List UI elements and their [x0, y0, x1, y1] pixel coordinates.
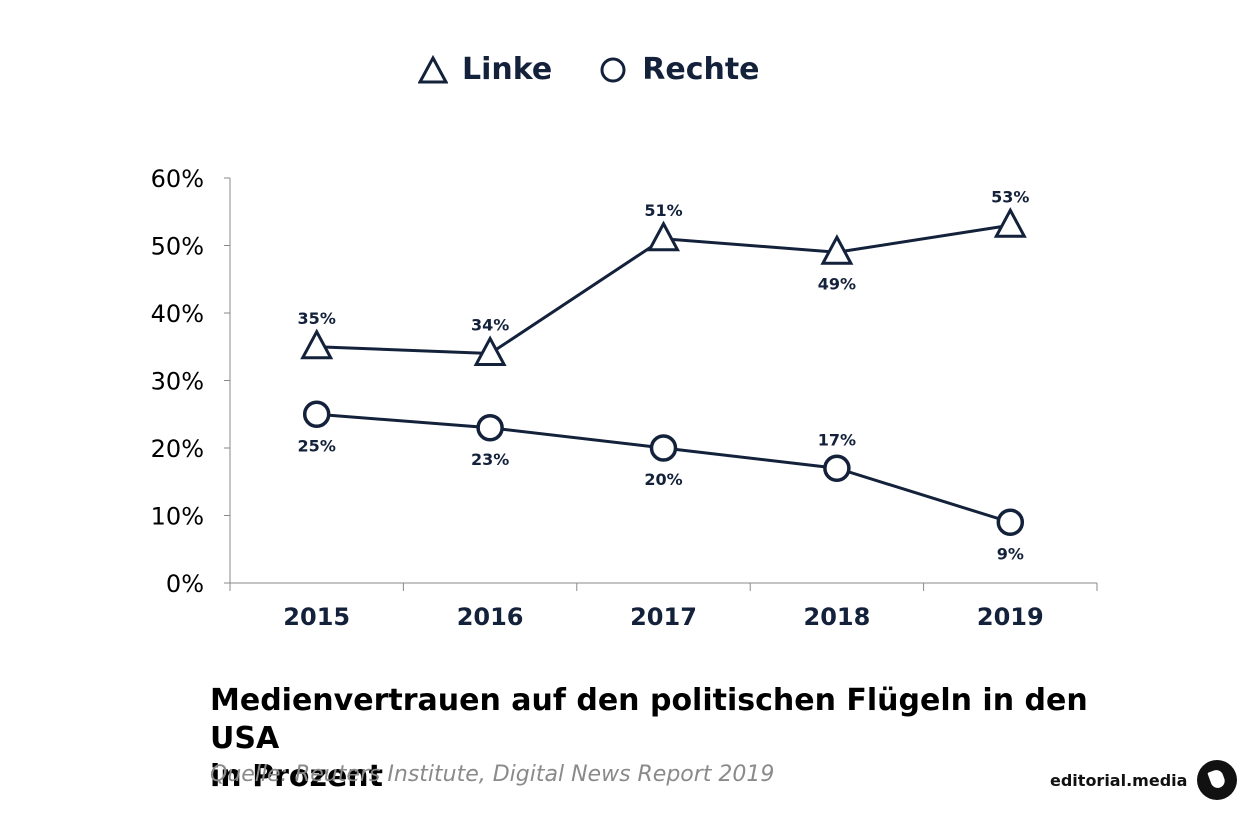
legend-item-linke: Linke [418, 52, 552, 87]
y-tick-label: 50% [151, 233, 204, 261]
chart-title: Medienvertrauen auf den politischen Flüg… [210, 682, 1110, 796]
data-label: 25% [298, 436, 336, 455]
y-tick-label: 60% [151, 165, 204, 193]
data-point-triangle [473, 335, 507, 366]
data-label: 35% [298, 309, 336, 328]
y-tick-label: 0% [166, 570, 204, 598]
x-tick-label: 2018 [804, 603, 871, 631]
brand-name: editorial.media [1050, 770, 1188, 790]
data-label: 17% [818, 430, 856, 449]
y-tick-label: 30% [151, 368, 204, 396]
y-tick-label: 20% [151, 435, 204, 463]
data-label: 49% [818, 274, 856, 293]
circle-icon [600, 57, 626, 82]
data-point-circle [302, 400, 331, 428]
data-point-circle [823, 454, 851, 482]
data-label: 23% [471, 450, 509, 469]
x-tick-label: 2015 [283, 603, 350, 631]
data-point-circle [476, 414, 504, 442]
x-tick-label: 2017 [630, 603, 697, 631]
data-point-triangle [820, 234, 854, 265]
data-point-circle [996, 508, 1025, 536]
data-label: 9% [997, 544, 1024, 563]
chart-title-line-2: in Prozent [210, 759, 383, 794]
line-chart: 0% 10% 20% 30% 40% 50% 60% 2015 2016 2017 2018 2019… [151, 165, 1098, 631]
x-tick-label: 2019 [977, 603, 1044, 631]
triangle-icon [418, 54, 448, 83]
data-point-triangle [646, 220, 681, 252]
data-point-circle [649, 434, 678, 462]
data-label: 20% [644, 470, 682, 489]
data-point-triangle [993, 207, 1027, 238]
legend: Linke Rechte [418, 52, 806, 87]
data-label: 53% [991, 187, 1029, 206]
legend-label-rechte: Rechte [642, 52, 760, 87]
brand-logo-icon [1197, 760, 1238, 800]
data-label: 51% [644, 201, 682, 220]
y-tick-label: 10% [151, 503, 204, 531]
legend-label-linke: Linke [462, 52, 553, 87]
series-line-rechte [316, 412, 1011, 524]
source-note: Quelle: Reuters Institute, Digital News … [210, 762, 775, 787]
chart-title-line-1: Medienvertrauen auf den politischen Flüg… [210, 683, 1088, 756]
legend-item-rechte: Rechte [598, 52, 760, 87]
x-tick-label: 2016 [457, 603, 524, 631]
y-tick-label: 40% [151, 300, 204, 328]
data-point-triangle [300, 328, 334, 360]
brand: editorial.media [1050, 760, 1238, 800]
data-label: 34% [471, 316, 509, 335]
